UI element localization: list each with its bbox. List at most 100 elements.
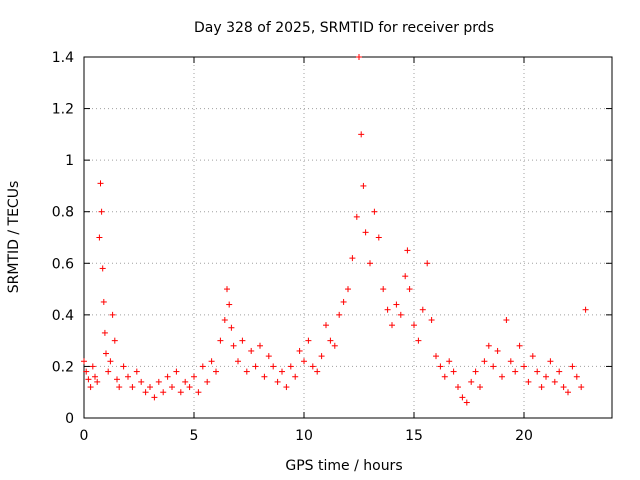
data-point: [450, 368, 457, 375]
data-point: [94, 378, 101, 385]
data-point: [578, 384, 585, 391]
data-point: [138, 378, 145, 385]
data-point: [109, 311, 116, 318]
data-point: [296, 347, 303, 354]
data-point: [397, 311, 404, 318]
data-point: [111, 337, 118, 344]
data-point: [331, 342, 338, 349]
data-point: [107, 358, 114, 365]
data-point: [463, 399, 470, 406]
data-point: [186, 384, 193, 391]
data-point: [314, 368, 321, 375]
data-point: [100, 298, 107, 305]
data-point: [305, 337, 312, 344]
data-point: [551, 378, 558, 385]
data-point: [195, 389, 202, 396]
data-point: [292, 373, 299, 380]
data-point: [279, 368, 285, 375]
data-point: [582, 306, 589, 313]
data-point: [389, 322, 395, 329]
data-point: [455, 384, 461, 391]
data-point: [353, 213, 360, 220]
data-point: [362, 229, 369, 236]
data-point: [125, 373, 131, 380]
data-point: [336, 311, 343, 318]
data-point: [208, 358, 215, 365]
data-point: [468, 378, 475, 385]
data-point: [116, 384, 123, 391]
data-point: [142, 389, 149, 396]
data-point: [565, 389, 571, 396]
data-point: [393, 301, 400, 308]
data-point: [103, 350, 109, 357]
data-point: [96, 234, 103, 241]
data-point: [274, 378, 281, 385]
data-point: [481, 358, 488, 365]
data-point: [356, 54, 362, 60]
data-point: [252, 363, 259, 370]
data-point: [380, 286, 387, 293]
data-point: [261, 373, 268, 380]
data-points: [81, 54, 589, 406]
data-point: [182, 378, 189, 385]
data-point: [155, 378, 162, 385]
data-point: [226, 301, 233, 308]
data-point: [287, 363, 294, 370]
y-tick-label: 0.2: [52, 359, 74, 375]
data-point: [97, 180, 104, 187]
data-point: [160, 389, 167, 396]
data-point: [129, 384, 136, 391]
data-point: [446, 358, 453, 365]
data-point: [265, 353, 272, 360]
data-point: [490, 363, 497, 370]
data-point: [217, 337, 224, 344]
data-point: [437, 363, 444, 370]
data-point: [419, 306, 426, 313]
data-point: [424, 260, 431, 267]
data-point: [406, 286, 413, 293]
data-point: [569, 363, 576, 370]
data-point: [433, 353, 439, 360]
data-point: [525, 378, 532, 385]
data-point: [358, 131, 365, 138]
data-point: [83, 368, 90, 375]
x-tick-label: 15: [405, 428, 423, 444]
data-point: [516, 342, 523, 349]
data-point: [360, 182, 367, 189]
axis-ticks: 0 0.2 0.4 0.6 0.8 1 1.2 1.4 0 5 10 15 20: [52, 50, 612, 444]
data-point: [133, 368, 140, 375]
data-point: [101, 329, 108, 336]
data-point: [323, 322, 329, 329]
data-point: [120, 363, 127, 370]
data-point: [556, 368, 563, 375]
data-point: [248, 347, 255, 354]
data-point: [411, 322, 417, 329]
data-point: [534, 368, 541, 375]
y-tick-label: 1.2: [52, 102, 74, 118]
data-point: [485, 342, 492, 349]
data-point: [92, 373, 98, 380]
y-axis-label: SRMTID / TECUs: [6, 181, 22, 294]
data-point: [243, 368, 250, 375]
data-point: [199, 363, 206, 370]
data-point: [371, 208, 378, 215]
data-point: [560, 384, 567, 391]
data-point: [384, 306, 391, 313]
y-tick-label: 0.6: [52, 256, 74, 272]
x-tick-label: 10: [295, 428, 313, 444]
data-point: [230, 342, 237, 349]
data-point: [204, 378, 211, 385]
y-tick-label: 0.4: [52, 308, 74, 324]
data-point: [538, 384, 545, 391]
data-point: [402, 273, 409, 280]
data-point: [164, 373, 171, 380]
data-point: [270, 363, 277, 370]
data-point: [105, 368, 112, 375]
y-tick-label: 1.4: [52, 50, 74, 66]
x-axis-label: GPS time / hours: [285, 458, 402, 474]
data-point: [375, 234, 382, 241]
data-point: [151, 394, 158, 401]
data-point: [239, 337, 246, 344]
x-tick-label: 0: [80, 428, 89, 444]
